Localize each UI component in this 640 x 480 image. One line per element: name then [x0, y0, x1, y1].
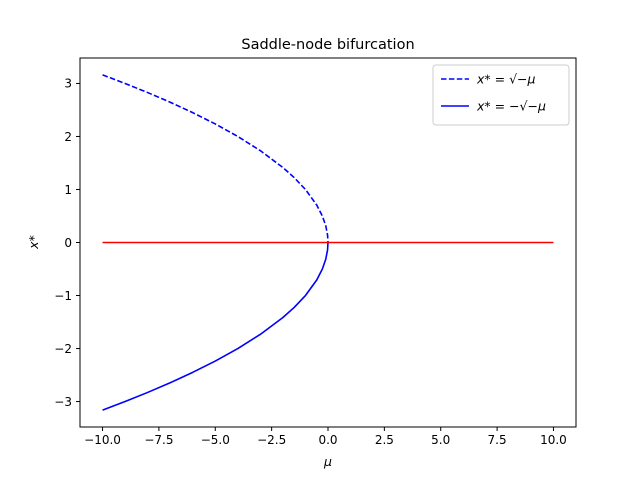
y-tick-label: −2 [54, 342, 72, 356]
x-tick-label: 10.0 [540, 433, 567, 447]
y-tick-label: 0 [64, 236, 72, 250]
x-tick-label: 7.5 [488, 433, 507, 447]
x-tick-label: 2.5 [375, 433, 394, 447]
y-axis-ticks: −3 −2 −1 0 1 2 3 [54, 77, 80, 409]
x-tick-label: 0.0 [318, 433, 337, 447]
legend: x* = √−μ x* = −√−μ [432, 64, 570, 126]
x-tick-label: −5.0 [201, 433, 230, 447]
x-axis-ticks: −10.0 −7.5 −5.0 −2.5 0.0 2.5 5.0 7.5 10.0 [84, 427, 567, 447]
x-axis-label: μ [323, 454, 332, 469]
y-tick-label: −3 [54, 395, 72, 409]
x-tick-label: −7.5 [144, 433, 173, 447]
legend-label-2: x* = −√−μ [476, 99, 546, 114]
plot-lines [102, 74, 554, 411]
x-tick-label: −2.5 [257, 433, 286, 447]
x-tick-label: 5.0 [431, 433, 450, 447]
y-tick-label: 3 [64, 77, 72, 91]
y-tick-label: −1 [54, 289, 72, 303]
series-line-1 [102, 74, 329, 243]
x-tick-label: −10.0 [84, 433, 121, 447]
y-tick-label: 2 [64, 130, 72, 144]
legend-box [432, 64, 570, 126]
series-line-2 [102, 242, 329, 411]
chart-title: Saddle-node bifurcation [241, 37, 414, 53]
legend-label-1: x* = √−μ [476, 72, 536, 87]
y-tick-label: 1 [64, 183, 72, 197]
y-axis-label: x* [26, 235, 41, 250]
